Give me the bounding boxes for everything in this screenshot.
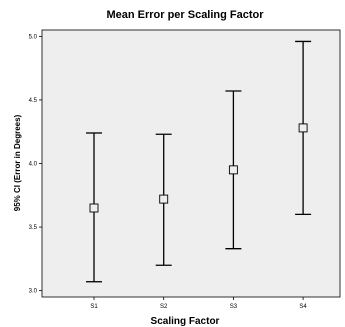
error-bars bbox=[86, 40, 312, 283]
y-tick-label: 3.5 bbox=[29, 225, 38, 231]
chart-title: Mean Error per Scaling Factor bbox=[106, 9, 264, 21]
y-axis-label: 95% CI (Error in Degrees) bbox=[13, 114, 22, 211]
x-tick-label: S1 bbox=[90, 304, 98, 310]
y-tick-label: 4.5 bbox=[29, 98, 38, 104]
x-tick-label: S4 bbox=[299, 304, 307, 310]
y-axis: 3.0 3.5 4.0 4.5 5.0 bbox=[29, 34, 42, 295]
x-tick-label: S2 bbox=[160, 304, 168, 310]
x-axis-label: Scaling Factor bbox=[151, 316, 220, 327]
y-tick-label: 5.0 bbox=[29, 34, 38, 40]
y-tick-label: 4.0 bbox=[29, 162, 38, 168]
x-tick-label: S3 bbox=[230, 304, 238, 310]
plot-area bbox=[41, 29, 341, 298]
mean-marker bbox=[89, 203, 99, 213]
mean-marker bbox=[298, 123, 308, 133]
mean-marker bbox=[228, 165, 238, 175]
mean-marker bbox=[159, 194, 169, 204]
y-tick-label: 3.0 bbox=[29, 289, 38, 295]
x-axis: S1 S2 S3 S4 bbox=[90, 297, 307, 310]
